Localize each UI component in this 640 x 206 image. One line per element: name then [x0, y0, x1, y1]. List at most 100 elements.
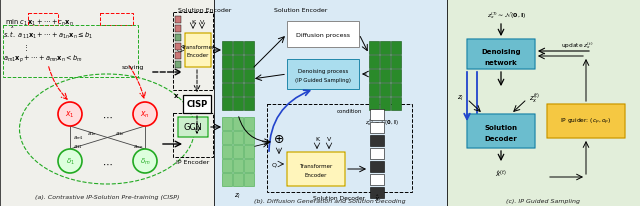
FancyBboxPatch shape [380, 84, 390, 97]
FancyBboxPatch shape [244, 117, 254, 130]
FancyBboxPatch shape [380, 70, 390, 83]
FancyBboxPatch shape [233, 145, 243, 158]
FancyBboxPatch shape [175, 26, 181, 33]
Text: Solution Encoder: Solution Encoder [274, 8, 328, 13]
FancyBboxPatch shape [287, 60, 359, 90]
Text: network: network [484, 60, 517, 66]
Text: $\delta_1$: $\delta_1$ [65, 156, 74, 166]
Text: (c). IP Guided Sampling: (c). IP Guided Sampling [506, 198, 580, 203]
Text: Q: Q [271, 162, 276, 167]
FancyBboxPatch shape [222, 56, 232, 69]
FancyBboxPatch shape [183, 96, 211, 114]
FancyBboxPatch shape [222, 145, 232, 158]
FancyBboxPatch shape [370, 174, 384, 185]
Text: Encoder: Encoder [187, 53, 209, 58]
Circle shape [58, 149, 82, 173]
FancyBboxPatch shape [222, 84, 232, 97]
FancyBboxPatch shape [222, 117, 232, 130]
FancyBboxPatch shape [391, 84, 401, 97]
Text: $\cdots$: $\cdots$ [102, 111, 112, 121]
Text: $z_x$: $z_x$ [234, 116, 243, 126]
Text: Denoising: Denoising [481, 49, 521, 55]
FancyBboxPatch shape [185, 34, 211, 68]
FancyBboxPatch shape [175, 35, 181, 42]
FancyBboxPatch shape [244, 145, 254, 158]
Text: (a). Contrastive IP-Solution Pre-training (CISP): (a). Contrastive IP-Solution Pre-trainin… [35, 194, 179, 199]
FancyBboxPatch shape [222, 131, 232, 144]
FancyBboxPatch shape [222, 70, 232, 83]
Text: K: K [315, 137, 319, 142]
Text: $\delta_m$: $\delta_m$ [140, 156, 150, 166]
Text: $a_{mn}$: $a_{mn}$ [132, 142, 143, 150]
Text: $\min_x\ c_1\mathbf{x}_1+\cdots+c_n\mathbf{x}_n$: $\min_x\ c_1\mathbf{x}_1+\cdots+c_n\math… [5, 18, 74, 31]
Text: $\oplus$: $\oplus$ [273, 133, 285, 146]
FancyBboxPatch shape [233, 173, 243, 186]
Text: $z_i$: $z_i$ [458, 93, 465, 102]
Text: $s.t.\ a_{11}\mathbf{x}_1+\cdots+a_{1n}\mathbf{x}_n \leq b_1$: $s.t.\ a_{11}\mathbf{x}_1+\cdots+a_{1n}\… [3, 30, 93, 41]
Text: $z_x^{(t)}$: $z_x^{(t)}$ [529, 91, 541, 104]
FancyBboxPatch shape [175, 62, 181, 69]
Text: $a_{11}$: $a_{11}$ [73, 142, 83, 150]
FancyBboxPatch shape [244, 70, 254, 83]
FancyBboxPatch shape [370, 187, 384, 198]
FancyBboxPatch shape [214, 0, 447, 206]
Text: $x_1$: $x_1$ [65, 109, 75, 120]
FancyBboxPatch shape [222, 159, 232, 172]
FancyBboxPatch shape [447, 0, 640, 206]
Text: $a_{m1}$: $a_{m1}$ [72, 133, 83, 141]
FancyBboxPatch shape [244, 173, 254, 186]
FancyBboxPatch shape [233, 97, 243, 110]
FancyBboxPatch shape [233, 70, 243, 83]
FancyBboxPatch shape [370, 161, 384, 172]
Text: V: V [327, 137, 331, 142]
Text: $a_{m1}\mathbf{x}_p+\cdots+a_{mn}\mathbf{x}_n < b_m$: $a_{m1}\mathbf{x}_p+\cdots+a_{mn}\mathbf… [3, 54, 83, 65]
FancyBboxPatch shape [380, 97, 390, 110]
FancyBboxPatch shape [244, 131, 254, 144]
FancyBboxPatch shape [467, 40, 535, 70]
FancyBboxPatch shape [222, 42, 232, 55]
Circle shape [133, 103, 157, 126]
FancyBboxPatch shape [233, 56, 243, 69]
FancyBboxPatch shape [175, 17, 181, 24]
FancyBboxPatch shape [391, 70, 401, 83]
Text: Transformer: Transformer [181, 45, 214, 50]
Text: (b). Diffusion Generation and Solution Decoding: (b). Diffusion Generation and Solution D… [254, 198, 406, 203]
FancyBboxPatch shape [369, 42, 379, 55]
FancyBboxPatch shape [380, 56, 390, 69]
FancyBboxPatch shape [175, 44, 181, 51]
FancyBboxPatch shape [178, 117, 208, 137]
FancyBboxPatch shape [391, 56, 401, 69]
FancyBboxPatch shape [244, 159, 254, 172]
FancyBboxPatch shape [380, 42, 390, 55]
Text: (IP Guided Sampling): (IP Guided Sampling) [295, 78, 351, 83]
Text: $\hat{x}$: $\hat{x}$ [374, 193, 380, 203]
Text: condition: condition [336, 109, 362, 114]
FancyBboxPatch shape [222, 97, 232, 110]
FancyBboxPatch shape [369, 84, 379, 97]
FancyBboxPatch shape [370, 122, 384, 133]
FancyBboxPatch shape [233, 84, 243, 97]
Text: Solution Decoder: Solution Decoder [313, 195, 365, 200]
FancyBboxPatch shape [244, 84, 254, 97]
Text: $z_i$: $z_i$ [234, 191, 241, 200]
Text: IP guider: $(c_p, o_p)$: IP guider: $(c_p, o_p)$ [561, 116, 612, 126]
FancyBboxPatch shape [370, 148, 384, 159]
Text: Diffusion process: Diffusion process [296, 32, 350, 37]
Circle shape [58, 103, 82, 126]
Text: Transformer: Transformer [300, 164, 333, 169]
Text: $\mathbf{x}$: $\mathbf{x}$ [173, 91, 179, 99]
Text: $a_{1n}$: $a_{1n}$ [115, 129, 125, 137]
Text: Solution: Solution [484, 124, 518, 130]
Text: IP Encoder: IP Encoder [177, 159, 210, 164]
Text: $\cdots$: $\cdots$ [102, 158, 112, 168]
FancyBboxPatch shape [244, 97, 254, 110]
FancyBboxPatch shape [370, 135, 384, 146]
Text: $\hat{x}^{(t)}$: $\hat{x}^{(t)}$ [495, 167, 507, 178]
Text: solving: solving [122, 65, 144, 70]
FancyBboxPatch shape [369, 70, 379, 83]
Text: Encoder: Encoder [305, 173, 327, 178]
Text: GCN: GCN [184, 123, 202, 132]
FancyBboxPatch shape [244, 42, 254, 55]
Text: V: V [200, 19, 204, 24]
Text: Q: Q [177, 47, 182, 52]
